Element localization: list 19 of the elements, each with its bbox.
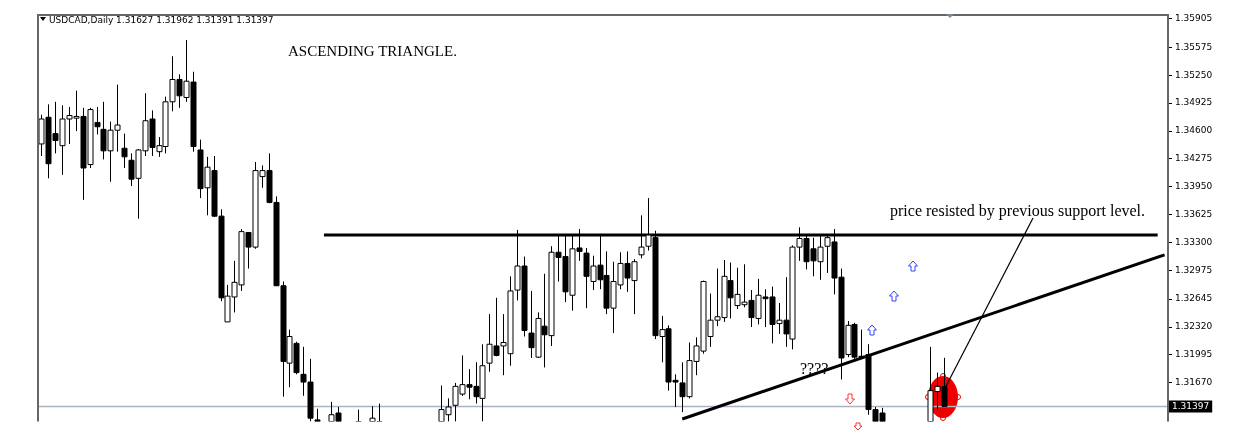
y-tick-label: 1.33625 [1175, 209, 1213, 220]
y-tick-label: 1.35905 [1175, 13, 1213, 24]
y-tick-label: 1.34275 [1175, 153, 1213, 164]
y-tick-label: 1.32320 [1175, 321, 1213, 332]
y-tick-label: 1.31670 [1175, 377, 1213, 388]
ref-line-label: 1.31397 [1172, 400, 1210, 411]
y-tick-label: 1.33950 [1175, 181, 1213, 192]
annotation: price resisted by previous support level. [890, 202, 1146, 220]
chart-subtitle: USDCAD,Daily 1.31627 1.31962 1.31391 1.31397 [49, 15, 274, 25]
y-tick-label: 1.34600 [1175, 125, 1213, 136]
text: ASCENDING TRIANGLE. [288, 43, 457, 59]
y-tick-label: 1.34925 [1175, 97, 1213, 108]
y-tick-label: 1.33300 [1175, 237, 1213, 248]
y-tick-label: 1.35575 [1175, 41, 1213, 52]
y-tick-label: 1.32645 [1175, 293, 1213, 304]
annotation: ???? [800, 360, 829, 377]
y-tick-label: 1.35250 [1175, 69, 1213, 80]
y-tick-label: 1.32975 [1175, 265, 1213, 276]
y-tick-label: 1.31995 [1175, 349, 1213, 360]
